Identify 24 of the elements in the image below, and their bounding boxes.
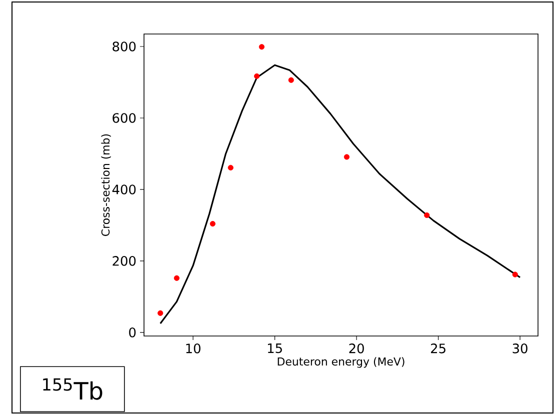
x-tick-label: 30: [512, 344, 528, 354]
point: [158, 310, 164, 316]
x-axis-title: Deuteron energy (MeV): [278, 357, 404, 368]
line-series: [160, 64, 521, 324]
x-tick-label: 15: [268, 344, 282, 354]
point: [344, 154, 350, 160]
x-tick-label: 10: [186, 344, 200, 354]
point: [258, 44, 265, 50]
point: [228, 164, 234, 170]
point: [210, 220, 216, 227]
y-tick-label: 600: [112, 113, 136, 123]
text: $^{155}$Tb: [43, 378, 102, 400]
y-tick-label: 200: [112, 256, 136, 266]
y-tick-label: 400: [112, 184, 136, 194]
point: [512, 272, 518, 278]
point: [254, 73, 260, 79]
x-tick-label: 20: [349, 344, 364, 354]
point: [174, 275, 180, 281]
y-axis-title: Cross-section (mb): [101, 134, 111, 236]
y-tick-label: 800: [112, 42, 136, 52]
y-tick-label: 0: [129, 328, 136, 338]
point: [288, 77, 294, 83]
point: [424, 212, 430, 218]
x-tick-label: 25: [430, 344, 446, 354]
